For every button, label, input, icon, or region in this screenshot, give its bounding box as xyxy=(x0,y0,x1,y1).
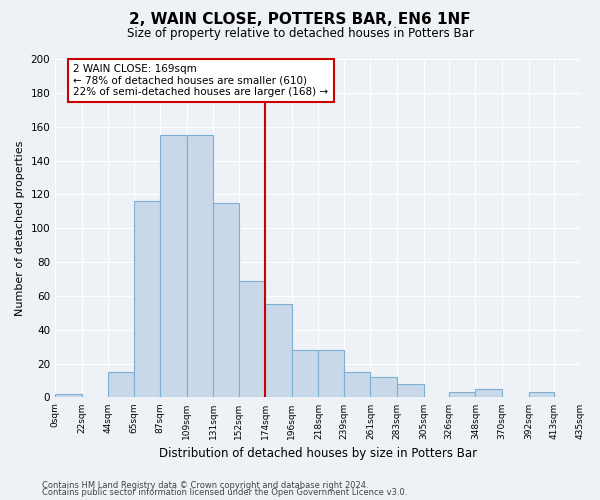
Bar xyxy=(55,394,82,398)
Bar xyxy=(475,389,502,398)
Text: 2, WAIN CLOSE, POTTERS BAR, EN6 1NF: 2, WAIN CLOSE, POTTERS BAR, EN6 1NF xyxy=(129,12,471,28)
Bar xyxy=(344,372,370,398)
Text: Contains HM Land Registry data © Crown copyright and database right 2024.: Contains HM Land Registry data © Crown c… xyxy=(42,480,368,490)
Bar xyxy=(397,384,424,398)
Bar xyxy=(449,392,475,398)
X-axis label: Distribution of detached houses by size in Potters Bar: Distribution of detached houses by size … xyxy=(159,447,477,460)
Bar xyxy=(187,135,214,398)
Y-axis label: Number of detached properties: Number of detached properties xyxy=(15,140,25,316)
Text: Size of property relative to detached houses in Potters Bar: Size of property relative to detached ho… xyxy=(127,28,473,40)
Bar xyxy=(265,304,292,398)
Bar xyxy=(529,392,554,398)
Bar xyxy=(134,201,160,398)
Bar xyxy=(239,280,265,398)
Bar xyxy=(160,135,187,398)
Bar xyxy=(319,350,344,398)
Text: 2 WAIN CLOSE: 169sqm
← 78% of detached houses are smaller (610)
22% of semi-deta: 2 WAIN CLOSE: 169sqm ← 78% of detached h… xyxy=(73,64,328,98)
Bar xyxy=(109,372,134,398)
Bar xyxy=(292,350,319,398)
Bar xyxy=(214,203,239,398)
Bar xyxy=(370,377,397,398)
Text: Contains public sector information licensed under the Open Government Licence v3: Contains public sector information licen… xyxy=(42,488,407,497)
